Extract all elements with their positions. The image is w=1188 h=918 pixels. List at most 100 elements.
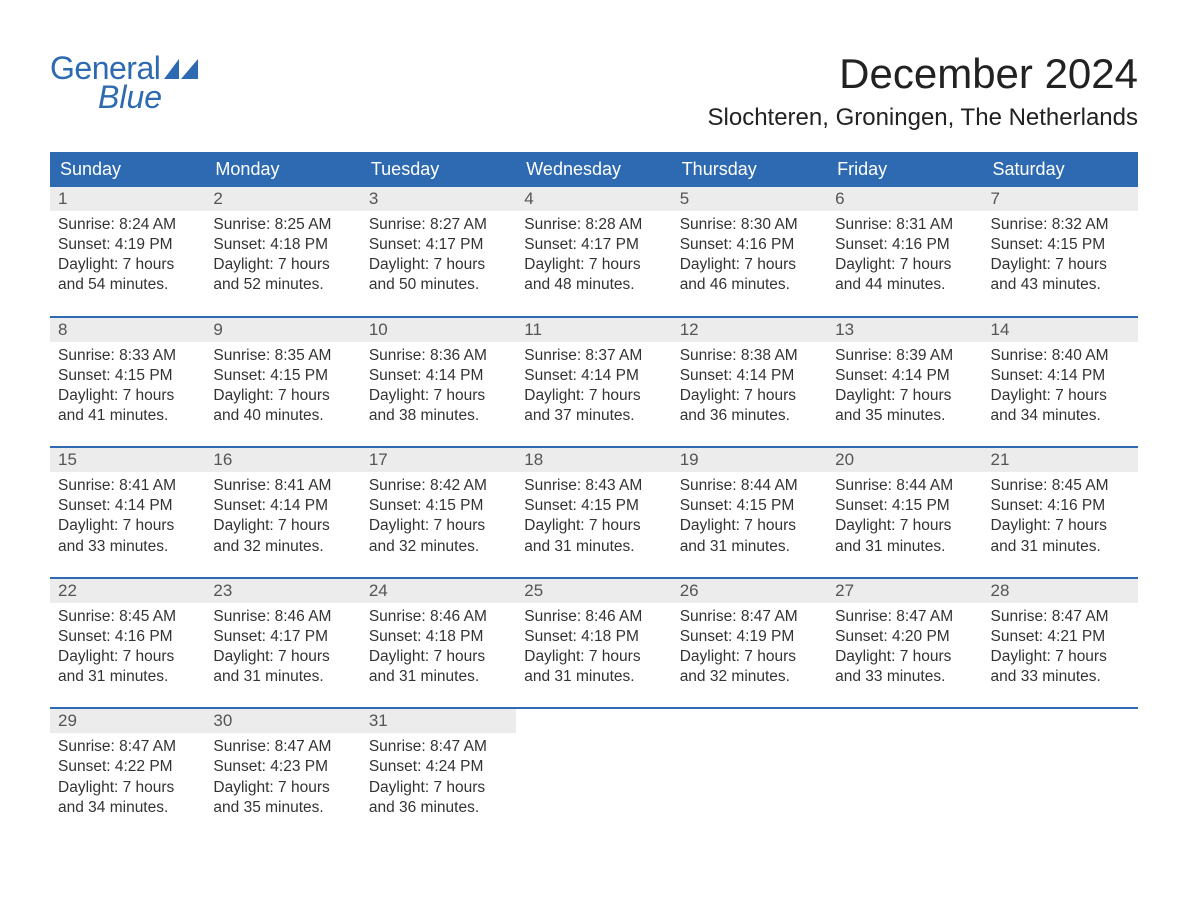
dl1-text: Daylight: 7 hours [680, 516, 819, 536]
calendar-cell [827, 709, 982, 822]
sunset-text: Sunset: 4:19 PM [680, 627, 819, 647]
brand-logo: General Blue [50, 50, 198, 116]
dl1-text: Daylight: 7 hours [369, 778, 508, 798]
calendar-cell: 19Sunrise: 8:44 AMSunset: 4:15 PMDayligh… [672, 448, 827, 561]
sunrise-text: Sunrise: 8:46 AM [524, 607, 663, 627]
calendar-cell: 29Sunrise: 8:47 AMSunset: 4:22 PMDayligh… [50, 709, 205, 822]
calendar-cell: 22Sunrise: 8:45 AMSunset: 4:16 PMDayligh… [50, 579, 205, 692]
sunrise-text: Sunrise: 8:41 AM [58, 476, 197, 496]
day-number: 16 [205, 448, 360, 472]
dl2-text: and 31 minutes. [680, 537, 819, 557]
page-header: General Blue December 2024 Slochteren, G… [50, 50, 1138, 132]
day-number: 11 [516, 318, 671, 342]
sunset-text: Sunset: 4:14 PM [369, 366, 508, 386]
day-number: 17 [361, 448, 516, 472]
calendar-cell: 24Sunrise: 8:46 AMSunset: 4:18 PMDayligh… [361, 579, 516, 692]
cell-body: Sunrise: 8:43 AMSunset: 4:15 PMDaylight:… [516, 472, 671, 561]
dl2-text: and 36 minutes. [680, 406, 819, 426]
dl1-text: Daylight: 7 hours [369, 647, 508, 667]
day-header-row: Sunday Monday Tuesday Wednesday Thursday… [50, 152, 1138, 187]
cell-body: Sunrise: 8:31 AMSunset: 4:16 PMDaylight:… [827, 211, 982, 300]
logo-sail-icon [164, 57, 198, 79]
dl2-text: and 36 minutes. [369, 798, 508, 818]
sunrise-text: Sunrise: 8:47 AM [58, 737, 197, 757]
sunrise-text: Sunrise: 8:43 AM [524, 476, 663, 496]
week-row: 29Sunrise: 8:47 AMSunset: 4:22 PMDayligh… [50, 707, 1138, 822]
cell-body: Sunrise: 8:41 AMSunset: 4:14 PMDaylight:… [50, 472, 205, 561]
calendar-cell: 7Sunrise: 8:32 AMSunset: 4:15 PMDaylight… [983, 187, 1138, 300]
sunset-text: Sunset: 4:14 PM [991, 366, 1130, 386]
day-number: 19 [672, 448, 827, 472]
calendar-cell: 1Sunrise: 8:24 AMSunset: 4:19 PMDaylight… [50, 187, 205, 300]
sunrise-text: Sunrise: 8:28 AM [524, 215, 663, 235]
dl2-text: and 33 minutes. [835, 667, 974, 687]
calendar-cell: 31Sunrise: 8:47 AMSunset: 4:24 PMDayligh… [361, 709, 516, 822]
dl1-text: Daylight: 7 hours [835, 386, 974, 406]
dl1-text: Daylight: 7 hours [835, 516, 974, 536]
dl2-text: and 31 minutes. [991, 537, 1130, 557]
cell-body: Sunrise: 8:46 AMSunset: 4:17 PMDaylight:… [205, 603, 360, 692]
dl2-text: and 35 minutes. [213, 798, 352, 818]
cell-body: Sunrise: 8:45 AMSunset: 4:16 PMDaylight:… [50, 603, 205, 692]
dl1-text: Daylight: 7 hours [991, 255, 1130, 275]
dl1-text: Daylight: 7 hours [991, 647, 1130, 667]
day-header-cell: Monday [205, 152, 360, 187]
day-number: 29 [50, 709, 205, 733]
day-number: 6 [827, 187, 982, 211]
sunset-text: Sunset: 4:18 PM [524, 627, 663, 647]
calendar-cell: 4Sunrise: 8:28 AMSunset: 4:17 PMDaylight… [516, 187, 671, 300]
dl1-text: Daylight: 7 hours [680, 386, 819, 406]
cell-body: Sunrise: 8:40 AMSunset: 4:14 PMDaylight:… [983, 342, 1138, 431]
sunset-text: Sunset: 4:15 PM [991, 235, 1130, 255]
sunrise-text: Sunrise: 8:27 AM [369, 215, 508, 235]
sunrise-text: Sunrise: 8:30 AM [680, 215, 819, 235]
dl1-text: Daylight: 7 hours [213, 778, 352, 798]
dl2-text: and 46 minutes. [680, 275, 819, 295]
calendar-cell: 5Sunrise: 8:30 AMSunset: 4:16 PMDaylight… [672, 187, 827, 300]
calendar-cell: 14Sunrise: 8:40 AMSunset: 4:14 PMDayligh… [983, 318, 1138, 431]
title-block: December 2024 Slochteren, Groningen, The… [708, 50, 1139, 132]
sunrise-text: Sunrise: 8:46 AM [213, 607, 352, 627]
day-number: 8 [50, 318, 205, 342]
cell-body: Sunrise: 8:47 AMSunset: 4:21 PMDaylight:… [983, 603, 1138, 692]
cell-body: Sunrise: 8:36 AMSunset: 4:14 PMDaylight:… [361, 342, 516, 431]
day-number: 31 [361, 709, 516, 733]
week-row: 22Sunrise: 8:45 AMSunset: 4:16 PMDayligh… [50, 577, 1138, 692]
calendar-cell: 11Sunrise: 8:37 AMSunset: 4:14 PMDayligh… [516, 318, 671, 431]
sunrise-text: Sunrise: 8:47 AM [369, 737, 508, 757]
sunset-text: Sunset: 4:21 PM [991, 627, 1130, 647]
dl1-text: Daylight: 7 hours [213, 647, 352, 667]
sunrise-text: Sunrise: 8:38 AM [680, 346, 819, 366]
dl2-text: and 34 minutes. [991, 406, 1130, 426]
day-number: 22 [50, 579, 205, 603]
dl1-text: Daylight: 7 hours [369, 255, 508, 275]
sunrise-text: Sunrise: 8:24 AM [58, 215, 197, 235]
cell-body: Sunrise: 8:25 AMSunset: 4:18 PMDaylight:… [205, 211, 360, 300]
sunrise-text: Sunrise: 8:40 AM [991, 346, 1130, 366]
cell-body: Sunrise: 8:47 AMSunset: 4:24 PMDaylight:… [361, 733, 516, 822]
cell-body: Sunrise: 8:27 AMSunset: 4:17 PMDaylight:… [361, 211, 516, 300]
dl2-text: and 31 minutes. [369, 667, 508, 687]
sunrise-text: Sunrise: 8:42 AM [369, 476, 508, 496]
month-title: December 2024 [708, 50, 1139, 98]
dl1-text: Daylight: 7 hours [524, 386, 663, 406]
sunrise-text: Sunrise: 8:33 AM [58, 346, 197, 366]
dl1-text: Daylight: 7 hours [213, 255, 352, 275]
day-number [672, 709, 827, 713]
day-number [516, 709, 671, 713]
week-row: 8Sunrise: 8:33 AMSunset: 4:15 PMDaylight… [50, 316, 1138, 431]
dl1-text: Daylight: 7 hours [369, 516, 508, 536]
sunrise-text: Sunrise: 8:47 AM [680, 607, 819, 627]
sunset-text: Sunset: 4:22 PM [58, 757, 197, 777]
sunset-text: Sunset: 4:16 PM [58, 627, 197, 647]
sunrise-text: Sunrise: 8:39 AM [835, 346, 974, 366]
dl1-text: Daylight: 7 hours [524, 647, 663, 667]
day-number: 15 [50, 448, 205, 472]
cell-body: Sunrise: 8:47 AMSunset: 4:20 PMDaylight:… [827, 603, 982, 692]
sunset-text: Sunset: 4:18 PM [213, 235, 352, 255]
dl1-text: Daylight: 7 hours [58, 516, 197, 536]
dl2-text: and 43 minutes. [991, 275, 1130, 295]
week-row: 1Sunrise: 8:24 AMSunset: 4:19 PMDaylight… [50, 187, 1138, 300]
sunset-text: Sunset: 4:23 PM [213, 757, 352, 777]
calendar-cell: 26Sunrise: 8:47 AMSunset: 4:19 PMDayligh… [672, 579, 827, 692]
